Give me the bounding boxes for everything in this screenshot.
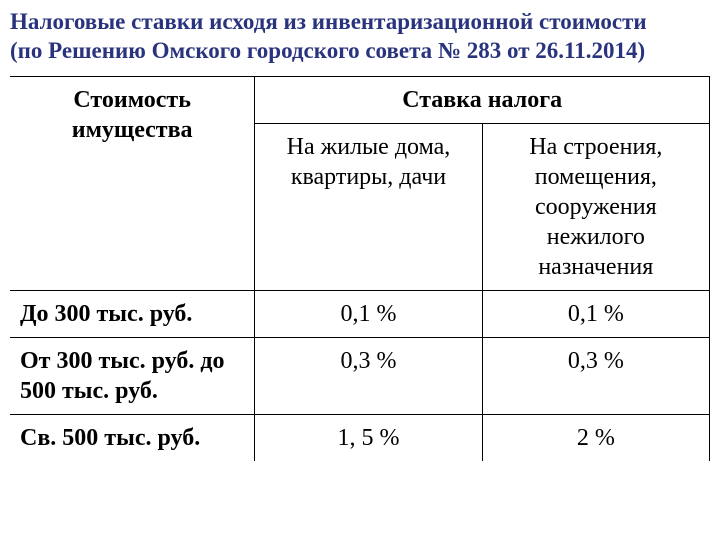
table-row: До 300 тыс. руб. 0,1 % 0,1 % — [10, 290, 710, 337]
page-title: Налоговые ставки исходя из инвентаризаци… — [10, 8, 710, 66]
table-row: От 300 тыс. руб. до 500 тыс. руб. 0,3 % … — [10, 337, 710, 414]
row-rate-nonresidential: 0,3 % — [482, 337, 709, 414]
row-rate-nonresidential: 2 % — [482, 414, 709, 461]
row-rate-nonresidential: 0,1 % — [482, 290, 709, 337]
tax-rate-table: Стоимость имущества Ставка налога На жил… — [10, 76, 710, 461]
title-line-1: Налоговые ставки исходя из инвентаризаци… — [10, 9, 647, 34]
title-line-2: (по Решению Омского городского совета № … — [10, 38, 645, 63]
row-rate-residential: 0,3 % — [255, 337, 482, 414]
row-property: До 300 тыс. руб. — [10, 290, 255, 337]
row-property: От 300 тыс. руб. до 500 тыс. руб. — [10, 337, 255, 414]
header-property: Стоимость имущества — [10, 76, 255, 290]
subheader-residential: На жилые дома, квартиры, дачи — [255, 123, 482, 290]
row-property: Св. 500 тыс. руб. — [10, 414, 255, 461]
row-rate-residential: 0,1 % — [255, 290, 482, 337]
header-rate: Ставка налога — [255, 76, 710, 123]
row-rate-residential: 1, 5 % — [255, 414, 482, 461]
subheader-nonresidential: На строения, помещения, сооружения нежил… — [482, 123, 709, 290]
table-header-row-1: Стоимость имущества Ставка налога — [10, 76, 710, 123]
table-row: Св. 500 тыс. руб. 1, 5 % 2 % — [10, 414, 710, 461]
